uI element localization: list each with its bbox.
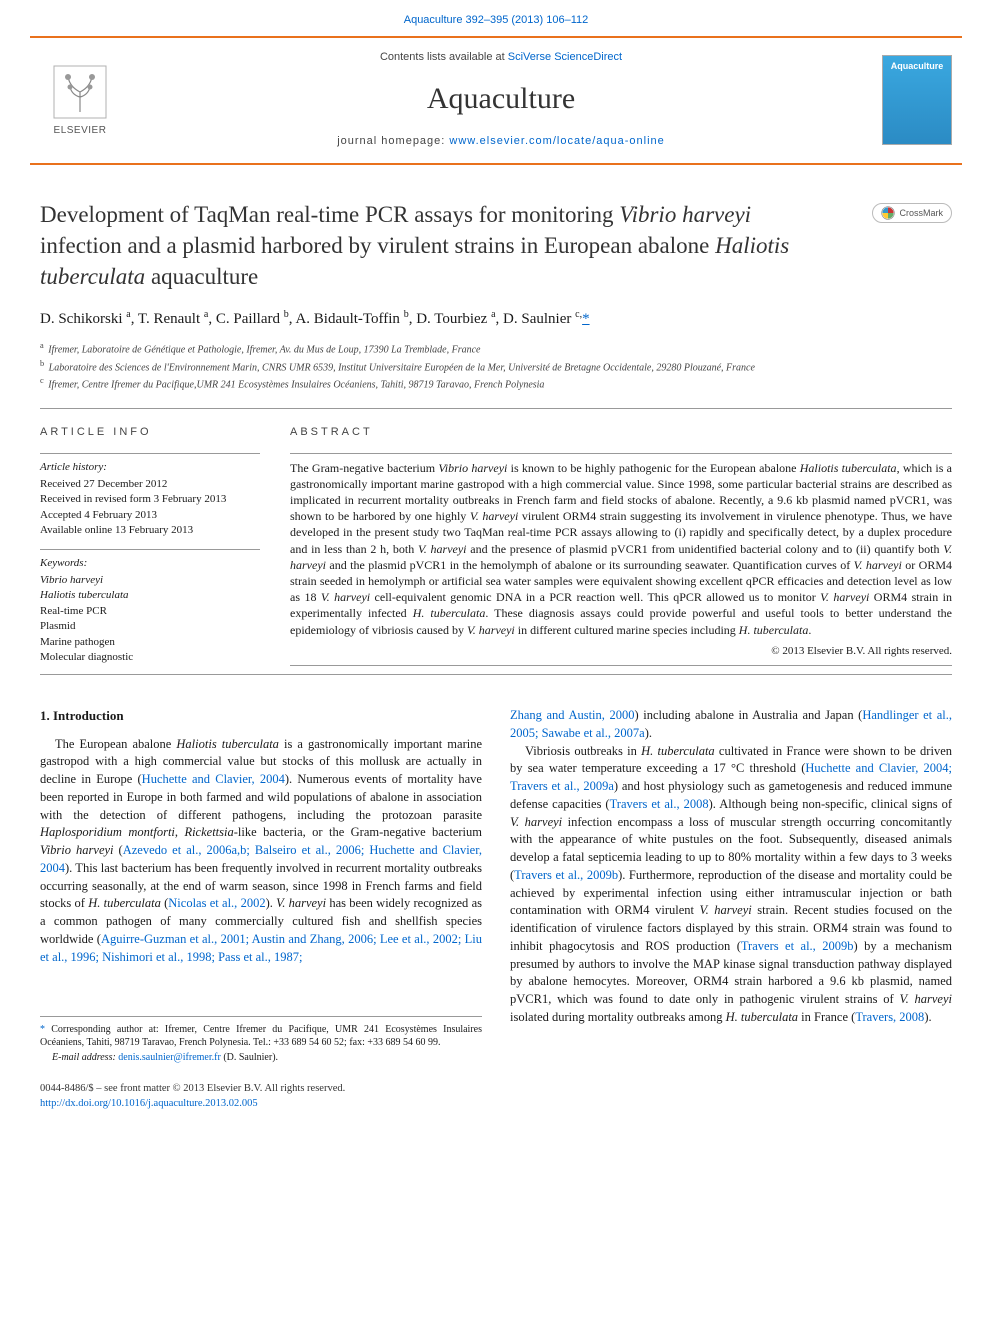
received: Received 27 December 2012 <box>40 477 260 492</box>
keyword: Molecular diagnostic <box>40 650 260 665</box>
elsevier-logo: ELSEVIER <box>40 62 120 138</box>
footer-line1: 0044-8486/$ – see front matter © 2013 El… <box>40 1082 952 1097</box>
keyword: Plasmid <box>40 619 260 634</box>
abstract-head: ABSTRACT <box>290 425 952 440</box>
abs-bottom-rule <box>290 665 952 666</box>
article-title: Development of TaqMan real-time PCR assa… <box>40 199 952 292</box>
info-bottom-rule <box>40 674 952 675</box>
article-info-col: ARTICLE INFO Article history: Received 2… <box>40 425 260 666</box>
online: Available online 13 February 2013 <box>40 523 260 538</box>
corr-text: Corresponding author at: Ifremer, Centre… <box>40 1024 482 1048</box>
top-citation: Aquaculture 392–395 (2013) 106–112 <box>0 0 992 32</box>
abstract-col: ABSTRACT The Gram-negative bacterium Vib… <box>290 425 952 666</box>
email-label: E-mail address: <box>52 1052 118 1063</box>
email-suffix: (D. Saulnier). <box>221 1052 278 1063</box>
citation-link[interactable]: Aquaculture 392–395 (2013) 106–112 <box>404 14 589 26</box>
abs-rule <box>290 453 952 454</box>
body-col-left: 1. Introduction The European abalone Hal… <box>40 707 482 1064</box>
crossmark-badge[interactable]: CrossMark <box>872 203 952 223</box>
info-rule-2 <box>40 549 260 550</box>
keyword: Real-time PCR <box>40 604 260 619</box>
affiliation-b: b Laboratoire des Sciences de l'Environn… <box>40 358 952 375</box>
keyword: Haliotis tuberculata <box>40 588 260 603</box>
keyword: Vibrio harveyi <box>40 573 260 588</box>
abstract-text: The Gram-negative bacterium Vibrio harve… <box>290 460 952 638</box>
info-rule <box>40 453 260 454</box>
abstract-copyright: © 2013 Elsevier B.V. All rights reserved… <box>290 644 952 659</box>
homepage-prefix: journal homepage: <box>337 135 449 147</box>
intro-p2: Vibriosis outbreaks in H. tuberculata cu… <box>510 743 952 1027</box>
history-head: Article history: <box>40 460 260 475</box>
affiliations: a Ifremer, Laboratoire de Génétique et P… <box>0 334 992 402</box>
elsevier-label: ELSEVIER <box>54 124 107 138</box>
contents-prefix: Contents lists available at <box>380 51 508 63</box>
journal-header: ELSEVIER Contents lists available at Sci… <box>0 42 992 159</box>
keyword: Marine pathogen <box>40 635 260 650</box>
journal-cover-thumb: Aquaculture <box>882 55 952 145</box>
journal-homepage: journal homepage: www.elsevier.com/locat… <box>120 134 882 149</box>
affiliation-a: a Ifremer, Laboratoire de Génétique et P… <box>40 340 952 357</box>
journal-name: Aquaculture <box>120 78 882 120</box>
elsevier-tree-icon <box>50 62 110 122</box>
homepage-link[interactable]: www.elsevier.com/locate/aqua-online <box>449 135 664 147</box>
affiliation-c: c Ifremer, Centre Ifremer du Pacifique,U… <box>40 375 952 392</box>
header-bottom-rule <box>30 163 962 165</box>
revised: Received in revised form 3 February 2013 <box>40 492 260 507</box>
contents-line: Contents lists available at SciVerse Sci… <box>120 50 882 65</box>
article-info-head: ARTICLE INFO <box>40 425 260 440</box>
corresponding-note: * Corresponding author at: Ifremer, Cent… <box>40 1016 482 1064</box>
title-block: Development of TaqMan real-time PCR assa… <box>0 169 992 298</box>
info-abstract-row: ARTICLE INFO Article history: Received 2… <box>0 415 992 672</box>
body-columns: 1. Introduction The European abalone Hal… <box>0 681 992 1074</box>
page-footer: 0044-8486/$ – see front matter © 2013 El… <box>0 1074 992 1131</box>
doi-link[interactable]: http://dx.doi.org/10.1016/j.aquaculture.… <box>40 1098 258 1109</box>
author-list: D. Schikorski a, T. Renault a, C. Pailla… <box>0 298 992 334</box>
top-rule <box>30 36 962 38</box>
journal-cover-text: Aquaculture <box>891 60 944 73</box>
intro-head: 1. Introduction <box>40 707 482 725</box>
intro-p1: The European abalone Haliotis tuberculat… <box>40 736 482 967</box>
crossmark-icon <box>881 206 895 220</box>
sciencedirect-link[interactable]: SciVerse ScienceDirect <box>508 51 622 63</box>
body-col-right: Zhang and Austin, 2000) including abalon… <box>510 707 952 1064</box>
intro-p1-cont: Zhang and Austin, 2000) including abalon… <box>510 707 952 743</box>
info-top-rule <box>40 408 952 409</box>
keywords-head: Keywords: <box>40 556 260 571</box>
accepted: Accepted 4 February 2013 <box>40 508 260 523</box>
corr-email-link[interactable]: denis.saulnier@ifremer.fr <box>118 1052 221 1063</box>
header-center: Contents lists available at SciVerse Sci… <box>120 50 882 149</box>
crossmark-label: CrossMark <box>899 207 943 220</box>
